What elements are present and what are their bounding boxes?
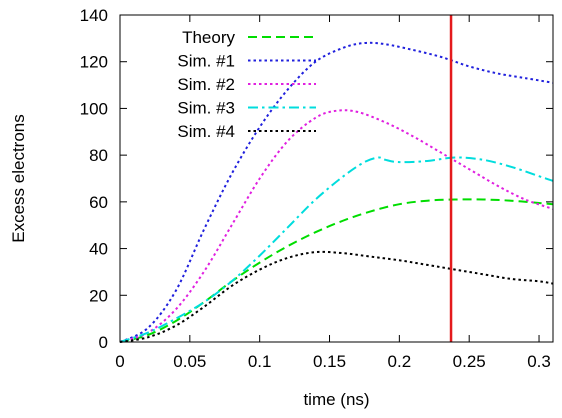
x-tick-label: 0.3	[527, 352, 551, 371]
legend: Theory Sim. #1 Sim. #2 Sim. #3 Sim. #4	[177, 28, 316, 141]
y-tick-label: 80	[89, 146, 108, 165]
x-tick-label: 0.1	[248, 352, 272, 371]
y-tick-label: 0	[99, 333, 108, 352]
y-tick-label: 40	[89, 240, 108, 259]
y-tick-label: 120	[80, 53, 108, 72]
y-tick-label: 20	[89, 286, 108, 305]
axis-ticks: 0 0.05 0.1 0.15 0.2 0.25 0.3 0 20 40 60 80 100 120 140	[80, 6, 553, 371]
plot-frame	[119, 14, 554, 343]
series-line-1	[119, 198, 554, 343]
y-tick-label: 60	[89, 193, 108, 212]
x-tick-label: 0	[115, 352, 124, 371]
series-line-3	[119, 109, 554, 343]
series-line-5	[119, 250, 554, 343]
x-tick-label: 0.15	[313, 352, 346, 371]
x-tick-label: 0.05	[173, 352, 206, 371]
y-axis-title: Excess electrons	[9, 114, 28, 243]
x-tick-label: 0.25	[453, 352, 486, 371]
x-axis-title: time (ns)	[303, 390, 369, 409]
y-tick-label: 100	[80, 99, 108, 118]
series-line-2	[119, 41, 554, 343]
legend-label-5: Sim. #4	[177, 122, 235, 141]
legend-label-4: Sim. #3	[177, 99, 235, 118]
series-layer	[119, 41, 554, 343]
legend-label-3: Sim. #2	[177, 75, 235, 94]
legend-label-1: Theory	[182, 28, 235, 47]
legend-label-2: Sim. #1	[177, 52, 235, 71]
y-tick-label: 140	[80, 6, 108, 25]
series-line-4	[119, 156, 554, 343]
x-tick-label: 0.2	[388, 352, 412, 371]
